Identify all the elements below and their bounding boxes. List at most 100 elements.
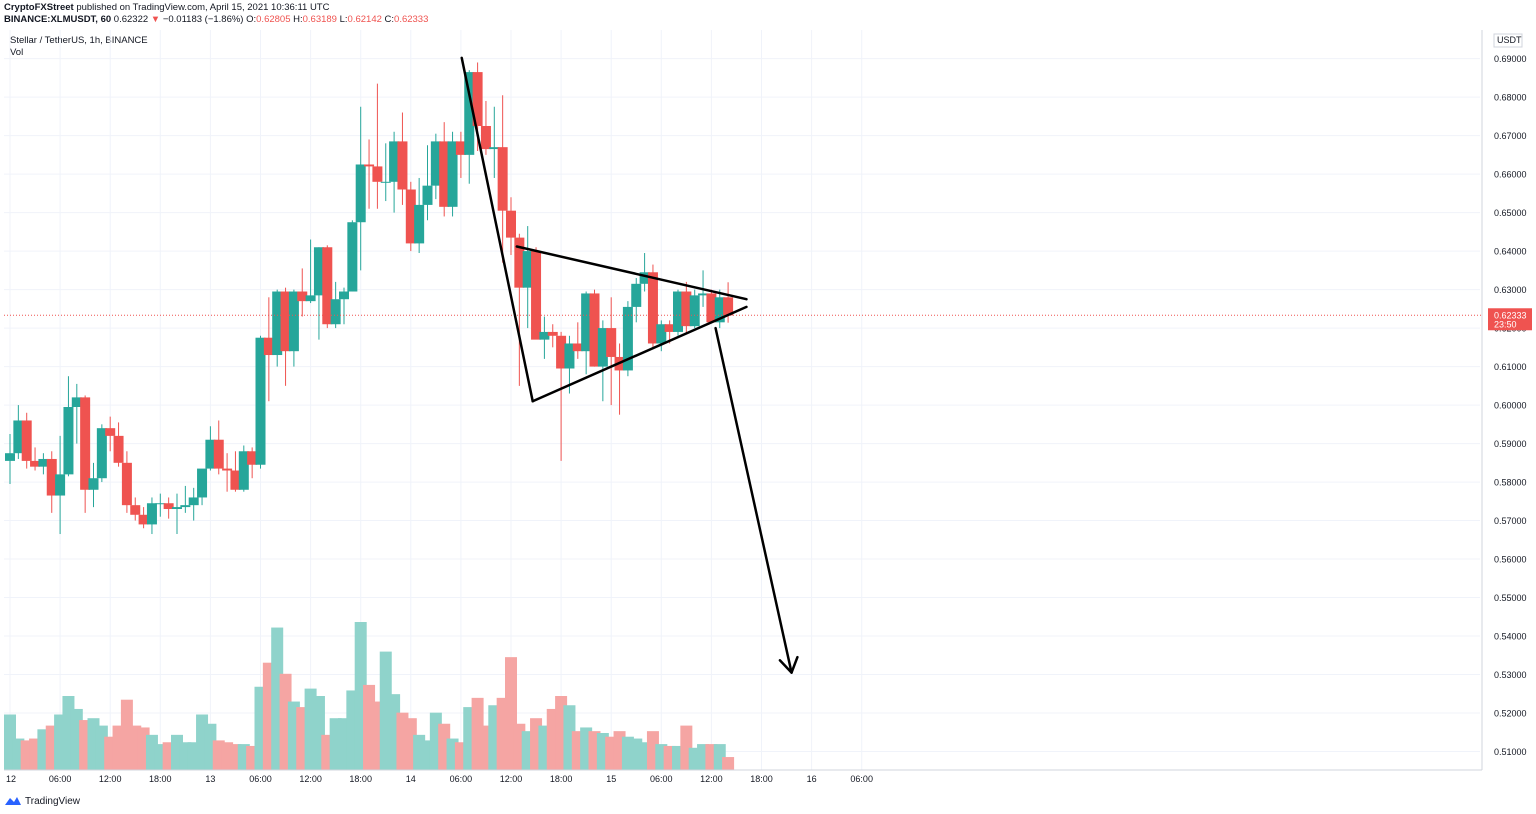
- candle-body: [439, 141, 450, 207]
- y-tick-label: 0.55000: [1494, 593, 1527, 603]
- candle-body: [489, 147, 500, 150]
- candle-body: [38, 458, 49, 467]
- candle-body: [172, 507, 182, 510]
- tradingview-logo-icon[interactable]: [4, 795, 22, 807]
- candle-body: [88, 478, 99, 490]
- candle-body: [723, 297, 734, 316]
- candle-body: [330, 299, 341, 325]
- candle-body: [447, 141, 458, 207]
- candle-body: [514, 237, 525, 288]
- candle-body: [339, 291, 349, 300]
- candle-body: [681, 291, 692, 327]
- y-tick-label: 0.66000: [1494, 170, 1527, 180]
- candle-body: [480, 125, 491, 150]
- candle-body: [288, 291, 299, 352]
- y-tick-label: 0.56000: [1494, 555, 1527, 565]
- volume-bar: [62, 696, 75, 770]
- currency-box: [1493, 33, 1523, 48]
- candle-body: [589, 293, 600, 367]
- close-label: C:: [384, 14, 395, 25]
- axes: 0.51000 0.52000 0.53000 0.54000 0.55000 0.560…: [4, 30, 1532, 784]
- high-value: 0.63189: [302, 14, 337, 25]
- y-tick-label: 0.58000: [1494, 478, 1527, 488]
- x-tick-label: 06:00: [450, 774, 473, 784]
- candle-body: [422, 185, 433, 205]
- candle-body: [146, 503, 157, 525]
- candle-body: [46, 458, 57, 496]
- y-tick-label: 0.64000: [1494, 247, 1527, 257]
- candle-body: [105, 428, 116, 436]
- chart-legend: Stellar / TetherUS, 1h, BINANCE Vol: [10, 35, 148, 59]
- candle-body: [155, 503, 166, 505]
- candle-body: [297, 291, 308, 302]
- candle-body: [714, 297, 725, 323]
- candle-body: [506, 210, 516, 238]
- y-tick-label: 0.67000: [1494, 131, 1527, 141]
- x-tick-label: 15: [606, 774, 616, 784]
- chart-grid: [4, 30, 1480, 770]
- candle-body: [606, 328, 617, 357]
- legend-vol[interactable]: Vol: [10, 47, 24, 58]
- volume-bar: [722, 757, 735, 770]
- candle-body: [180, 505, 191, 508]
- candle-body: [673, 291, 683, 332]
- x-tick-label: 18:00: [349, 774, 372, 784]
- y-tick-label: 0.63000: [1494, 285, 1527, 295]
- y-tick-label: 0.54000: [1494, 632, 1527, 642]
- legend-title[interactable]: Stellar / TetherUS, 1h, BINANCE: [10, 35, 148, 46]
- author-name[interactable]: CryptoFXStreet: [4, 2, 74, 13]
- candle-body: [188, 497, 199, 506]
- candle-body: [255, 337, 266, 465]
- footer: TradingView: [4, 795, 80, 807]
- candle-body: [706, 293, 717, 323]
- currency-label: USDT: [1497, 35, 1522, 45]
- candle-body: [689, 295, 700, 327]
- trend-line: [531, 305, 748, 403]
- candle-body: [656, 324, 667, 344]
- candle-body: [380, 181, 391, 183]
- y-tick-label: 0.65000: [1494, 208, 1527, 218]
- candle-body: [113, 435, 124, 463]
- y-tick-label: 0.68000: [1494, 93, 1527, 103]
- candle-body: [472, 72, 483, 126]
- candle-body: [230, 470, 241, 490]
- open-value: 0.62805: [256, 14, 291, 25]
- trend-line: [460, 56, 534, 403]
- x-tick-label: 06:00: [249, 774, 272, 784]
- tradingview-brand[interactable]: TradingView: [25, 795, 81, 807]
- candle-body: [355, 164, 366, 223]
- candle-body: [522, 251, 533, 288]
- candle-body: [238, 451, 249, 490]
- x-tick-label: 06:00: [49, 774, 72, 784]
- candle-body: [280, 291, 291, 352]
- volume-bar: [120, 699, 133, 770]
- candle-body: [364, 164, 375, 167]
- trend-line: [515, 245, 748, 301]
- candle-body: [564, 343, 575, 369]
- low-label: L:: [339, 14, 348, 25]
- candle-body: [430, 141, 441, 186]
- x-tick-label: 06:00: [650, 774, 673, 784]
- candle-body: [581, 293, 592, 352]
- x-tick-label: 12:00: [500, 774, 523, 784]
- y-tick-label: 0.60000: [1494, 401, 1527, 411]
- candle-body: [263, 337, 274, 356]
- y-tick-label: 0.57000: [1494, 516, 1527, 526]
- candle-body: [664, 324, 675, 332]
- candle-body: [372, 166, 383, 182]
- x-tick-label: 12:00: [299, 774, 322, 784]
- x-tick-label: 16: [807, 774, 817, 784]
- candle-body: [631, 283, 642, 307]
- candle-body: [556, 335, 567, 369]
- candle-body: [497, 147, 508, 211]
- candle-body: [597, 328, 608, 367]
- pattern-drawings: [460, 56, 799, 674]
- candle-body: [272, 291, 283, 356]
- publish-info: published on TradingView.com, April 15, …: [76, 2, 330, 13]
- candle-body: [639, 272, 650, 284]
- candle-body: [13, 420, 24, 454]
- candle-body: [213, 439, 224, 469]
- x-tick-label: 18:00: [149, 774, 172, 784]
- open-label: O:: [246, 14, 257, 25]
